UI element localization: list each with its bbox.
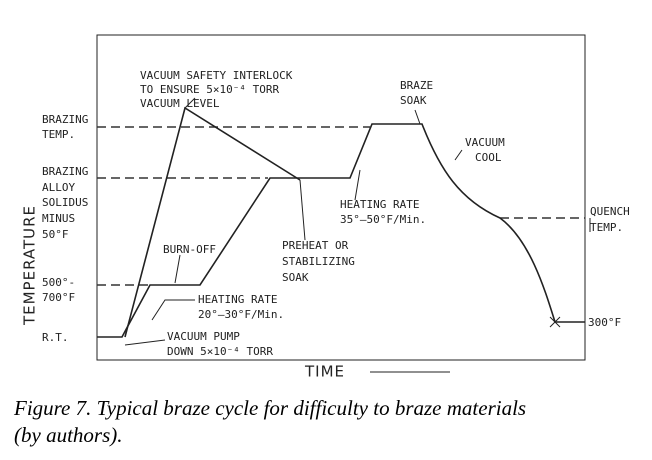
annotation: VACUUM LEVEL <box>140 97 220 110</box>
frame <box>96 34 586 361</box>
annotation: DOWN 5×10⁻⁴ TORR <box>167 345 273 358</box>
annotation: 35°–50°F/Min. <box>340 213 426 226</box>
y-axis-label: TEMPERATURE <box>21 205 39 326</box>
annotation: SOAK <box>282 271 309 284</box>
level-label: 300°F <box>588 316 621 329</box>
annotation: HEATING RATE <box>198 293 277 306</box>
level-label: 700°F <box>42 291 75 304</box>
level-label: SOLIDUS <box>42 196 88 209</box>
annotation: STABILIZING <box>282 255 355 268</box>
x-marker <box>549 316 561 328</box>
leader-lines <box>124 97 591 346</box>
caption: Figure 7. Typical braze cycle for diffic… <box>13 396 526 420</box>
annotation: VACUUM SAFETY INTERLOCK <box>140 69 293 82</box>
annotation: BRAZE <box>400 79 433 92</box>
annotation: COOL <box>475 151 502 164</box>
level-label: BRAZING <box>42 113 88 126</box>
level-label: 500°- <box>42 276 75 289</box>
level-label: TEMP. <box>42 128 75 141</box>
level-label: QUENCH <box>590 205 630 218</box>
annotation: TO ENSURE 5×10⁻⁴ TORR <box>140 83 279 96</box>
x-axis-label: TIME <box>304 363 345 381</box>
level-label: BRAZING <box>42 165 88 178</box>
level-label: R.T. <box>42 331 69 344</box>
level-label: MINUS <box>42 212 75 225</box>
annotation: VACUUM PUMP <box>167 330 240 343</box>
caption: (by authors). <box>14 423 123 447</box>
annotation: 20°–30°F/Min. <box>198 308 284 321</box>
level-label: TEMP. <box>590 221 623 234</box>
level-label: 50°F <box>42 228 69 241</box>
annotation: BURN-OFF <box>163 243 216 256</box>
annotation: HEATING RATE <box>340 198 419 211</box>
cycle-curve <box>97 123 585 338</box>
annotation: PREHEAT OR <box>282 239 349 252</box>
annotation: SOAK <box>400 94 427 107</box>
level-label: ALLOY <box>42 181 75 194</box>
annotation: VACUUM <box>465 136 505 149</box>
